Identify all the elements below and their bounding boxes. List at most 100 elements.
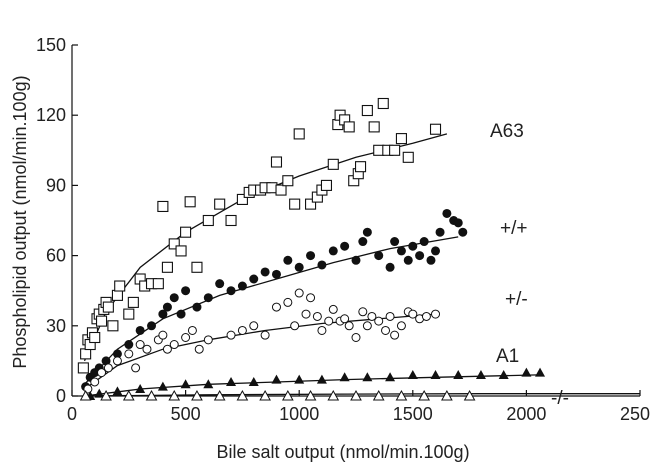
data-point (431, 309, 441, 319)
data-point (181, 333, 191, 342)
data-point (373, 144, 385, 156)
data-point (135, 340, 145, 350)
data-point (102, 301, 114, 313)
data-point (294, 262, 304, 272)
data-point (419, 237, 429, 247)
data-point (180, 379, 191, 389)
data-point (114, 280, 126, 292)
data-point (317, 260, 327, 270)
data-point (225, 214, 237, 227)
data-point (237, 325, 247, 335)
data-point (328, 304, 338, 314)
data-points (77, 97, 546, 401)
fit-curve-2 (84, 236, 459, 385)
data-point (100, 389, 112, 401)
data-point (90, 377, 100, 387)
data-point (290, 321, 300, 331)
data-point (237, 281, 247, 291)
data-point (340, 314, 350, 324)
data-point (94, 388, 105, 398)
y-tick-label: 120 (36, 105, 66, 125)
data-point (453, 218, 463, 228)
data-point (124, 340, 134, 350)
y-tick-label: 30 (46, 316, 66, 336)
data-point (312, 311, 322, 321)
data-point (374, 251, 384, 261)
data-point (162, 344, 172, 354)
data-point (362, 372, 373, 382)
data-point (327, 158, 339, 170)
data-point (339, 372, 350, 382)
data-point (176, 309, 186, 319)
data-point (396, 246, 406, 256)
data-point (226, 286, 236, 296)
data-point (145, 389, 158, 401)
data-point (226, 330, 236, 340)
data-point (535, 367, 546, 377)
data-point (203, 293, 213, 303)
data-point (175, 245, 187, 257)
data-point (408, 241, 418, 251)
data-point (305, 198, 317, 210)
data-point (112, 386, 123, 396)
data-point (367, 311, 377, 321)
data-point (107, 320, 119, 332)
data-point (260, 267, 270, 277)
data-point (168, 389, 181, 401)
data-point (317, 325, 327, 335)
data-point (101, 356, 111, 366)
data-point (453, 369, 464, 379)
x-tick-label: 500 (171, 404, 201, 424)
data-point (407, 369, 418, 379)
series-label: A63 (490, 121, 524, 142)
data-point (351, 333, 361, 342)
data-point (327, 389, 340, 401)
data-point (275, 184, 287, 196)
data-point (112, 356, 122, 366)
data-point (157, 381, 168, 391)
data-point (226, 376, 237, 386)
data-point (289, 198, 301, 210)
data-point (283, 255, 293, 265)
x-tick-label: 0 (67, 404, 77, 424)
data-point (168, 238, 180, 250)
fit-curve-3 (84, 313, 436, 390)
data-point (435, 227, 445, 237)
data-point (236, 193, 248, 205)
y-tick-label: 150 (36, 35, 66, 55)
data-point (340, 241, 350, 251)
data-point (266, 182, 278, 194)
data-point (431, 246, 441, 256)
data-point (441, 389, 453, 401)
data-point (385, 372, 396, 382)
data-point (194, 344, 204, 354)
data-point (157, 200, 169, 213)
series-label: -/- (551, 388, 569, 409)
data-point (248, 376, 259, 386)
data-point (214, 198, 226, 210)
data-point (362, 321, 372, 331)
data-point (270, 156, 283, 168)
data-point (498, 369, 509, 379)
data-point (103, 363, 113, 373)
y-tick-label: 90 (46, 175, 66, 195)
data-point (293, 128, 305, 140)
data-point (142, 344, 152, 354)
data-point (403, 255, 413, 265)
data-point (169, 340, 179, 350)
data-point (80, 348, 92, 360)
data-point (475, 369, 486, 379)
data-point (79, 389, 92, 401)
data-point (77, 362, 89, 374)
data-point (187, 325, 197, 335)
data-point (260, 330, 270, 340)
data-point (181, 286, 191, 296)
data-point (415, 251, 425, 261)
data-point (271, 269, 281, 279)
data-point (320, 179, 333, 191)
data-point (301, 309, 311, 319)
data-point (463, 389, 476, 401)
data-point (215, 279, 225, 289)
